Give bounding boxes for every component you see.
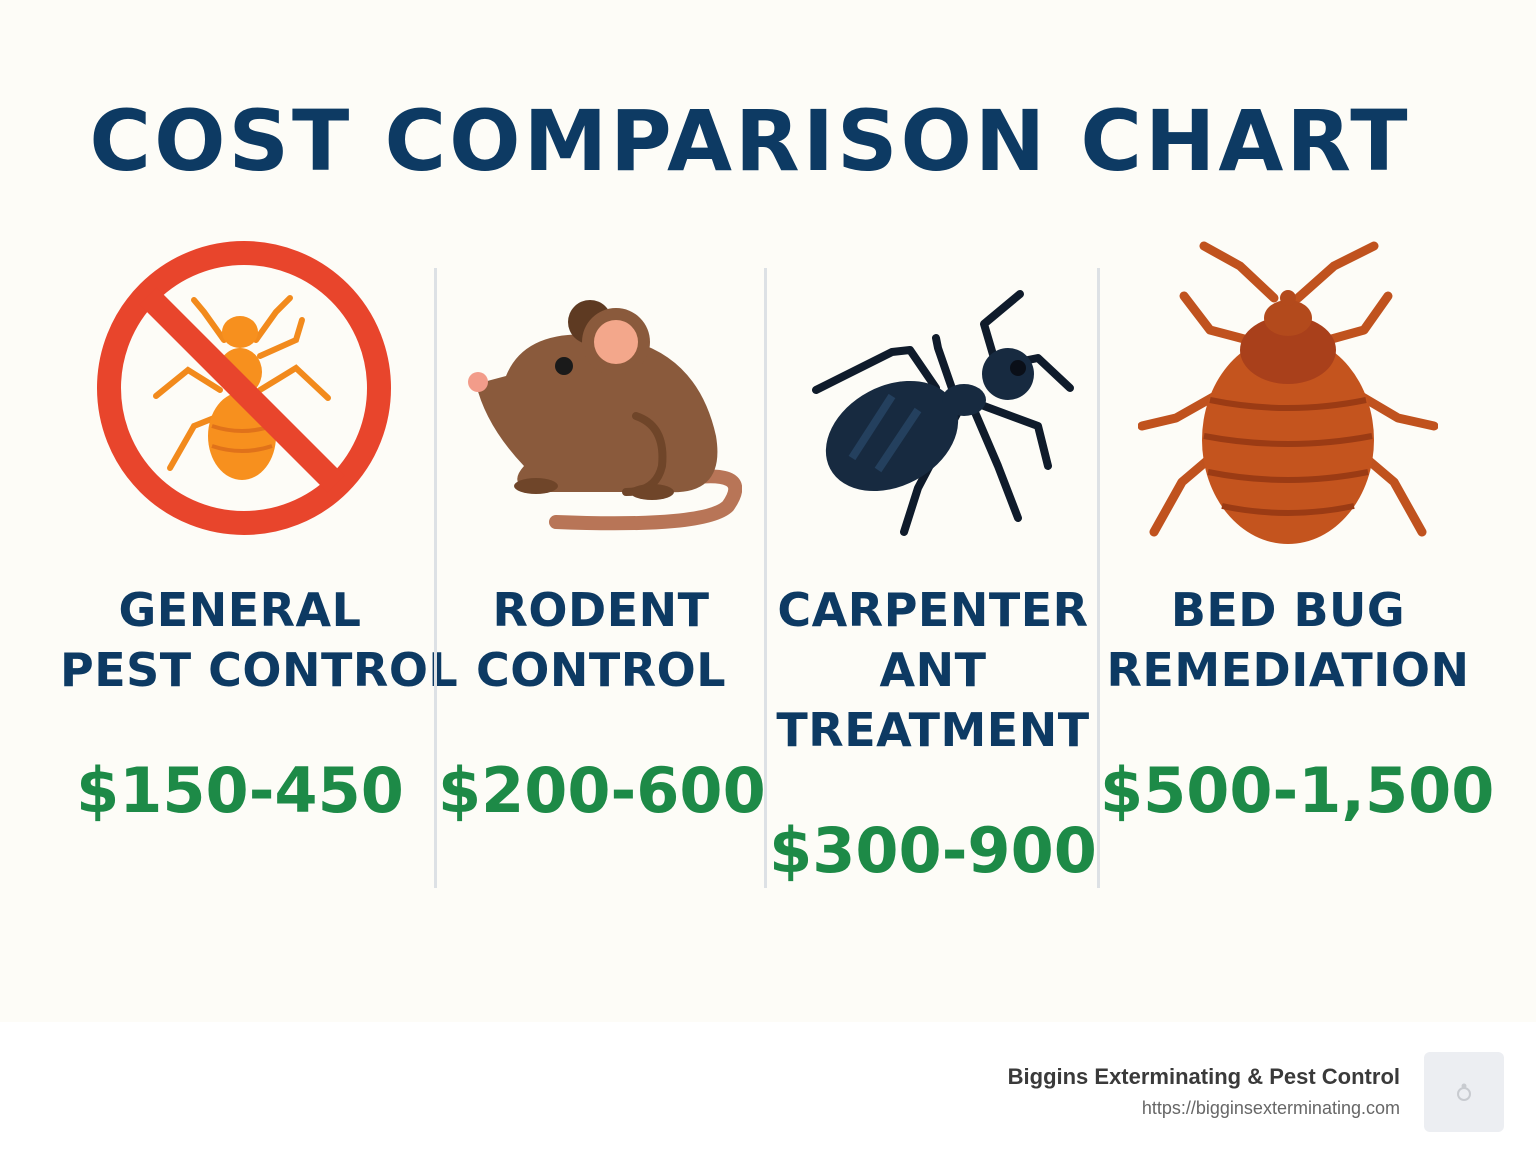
service-card-rodent-control: RODENT CONTROL $200-600 — [438, 0, 766, 1000]
no-bugs-icon — [97, 241, 391, 535]
ant-icon — [812, 290, 1074, 536]
service-card-carpenter-ant-treatment: CARPENTER ANT TREATMENT $300-900 — [768, 0, 1098, 1000]
brand-name: Biggins Exterminating & Pest Control — [1007, 1064, 1400, 1089]
service-label: GENERAL PEST CONTROL — [60, 583, 459, 697]
brand-logo-icon — [1424, 1052, 1504, 1132]
column-divider — [1097, 268, 1100, 888]
brand-url[interactable]: https://bigginsexterminating.com — [1141, 1098, 1400, 1118]
service-label: RODENT CONTROL — [475, 583, 727, 697]
column-divider — [434, 268, 437, 888]
service-price: $300-900 — [769, 814, 1097, 887]
bed-bug-icon — [1138, 241, 1438, 544]
service-price: $150-450 — [76, 754, 404, 827]
service-card-general-pest-control: GENERAL PEST CONTROL $150-450 — [60, 0, 459, 1000]
mouse-icon — [468, 300, 742, 531]
service-price: $500-1,500 — [1100, 754, 1495, 827]
service-label: CARPENTER ANT TREATMENT — [776, 583, 1090, 757]
column-divider — [764, 268, 767, 888]
page-title: COST COMPARISON CHART — [89, 92, 1411, 190]
footer — [0, 1022, 1536, 1154]
service-label: BED BUG REMEDIATION — [1106, 583, 1470, 697]
service-card-bed-bug-remediation: BED BUG REMEDIATION $500-1,500 — [1100, 0, 1495, 1000]
service-price: $200-600 — [438, 754, 766, 827]
